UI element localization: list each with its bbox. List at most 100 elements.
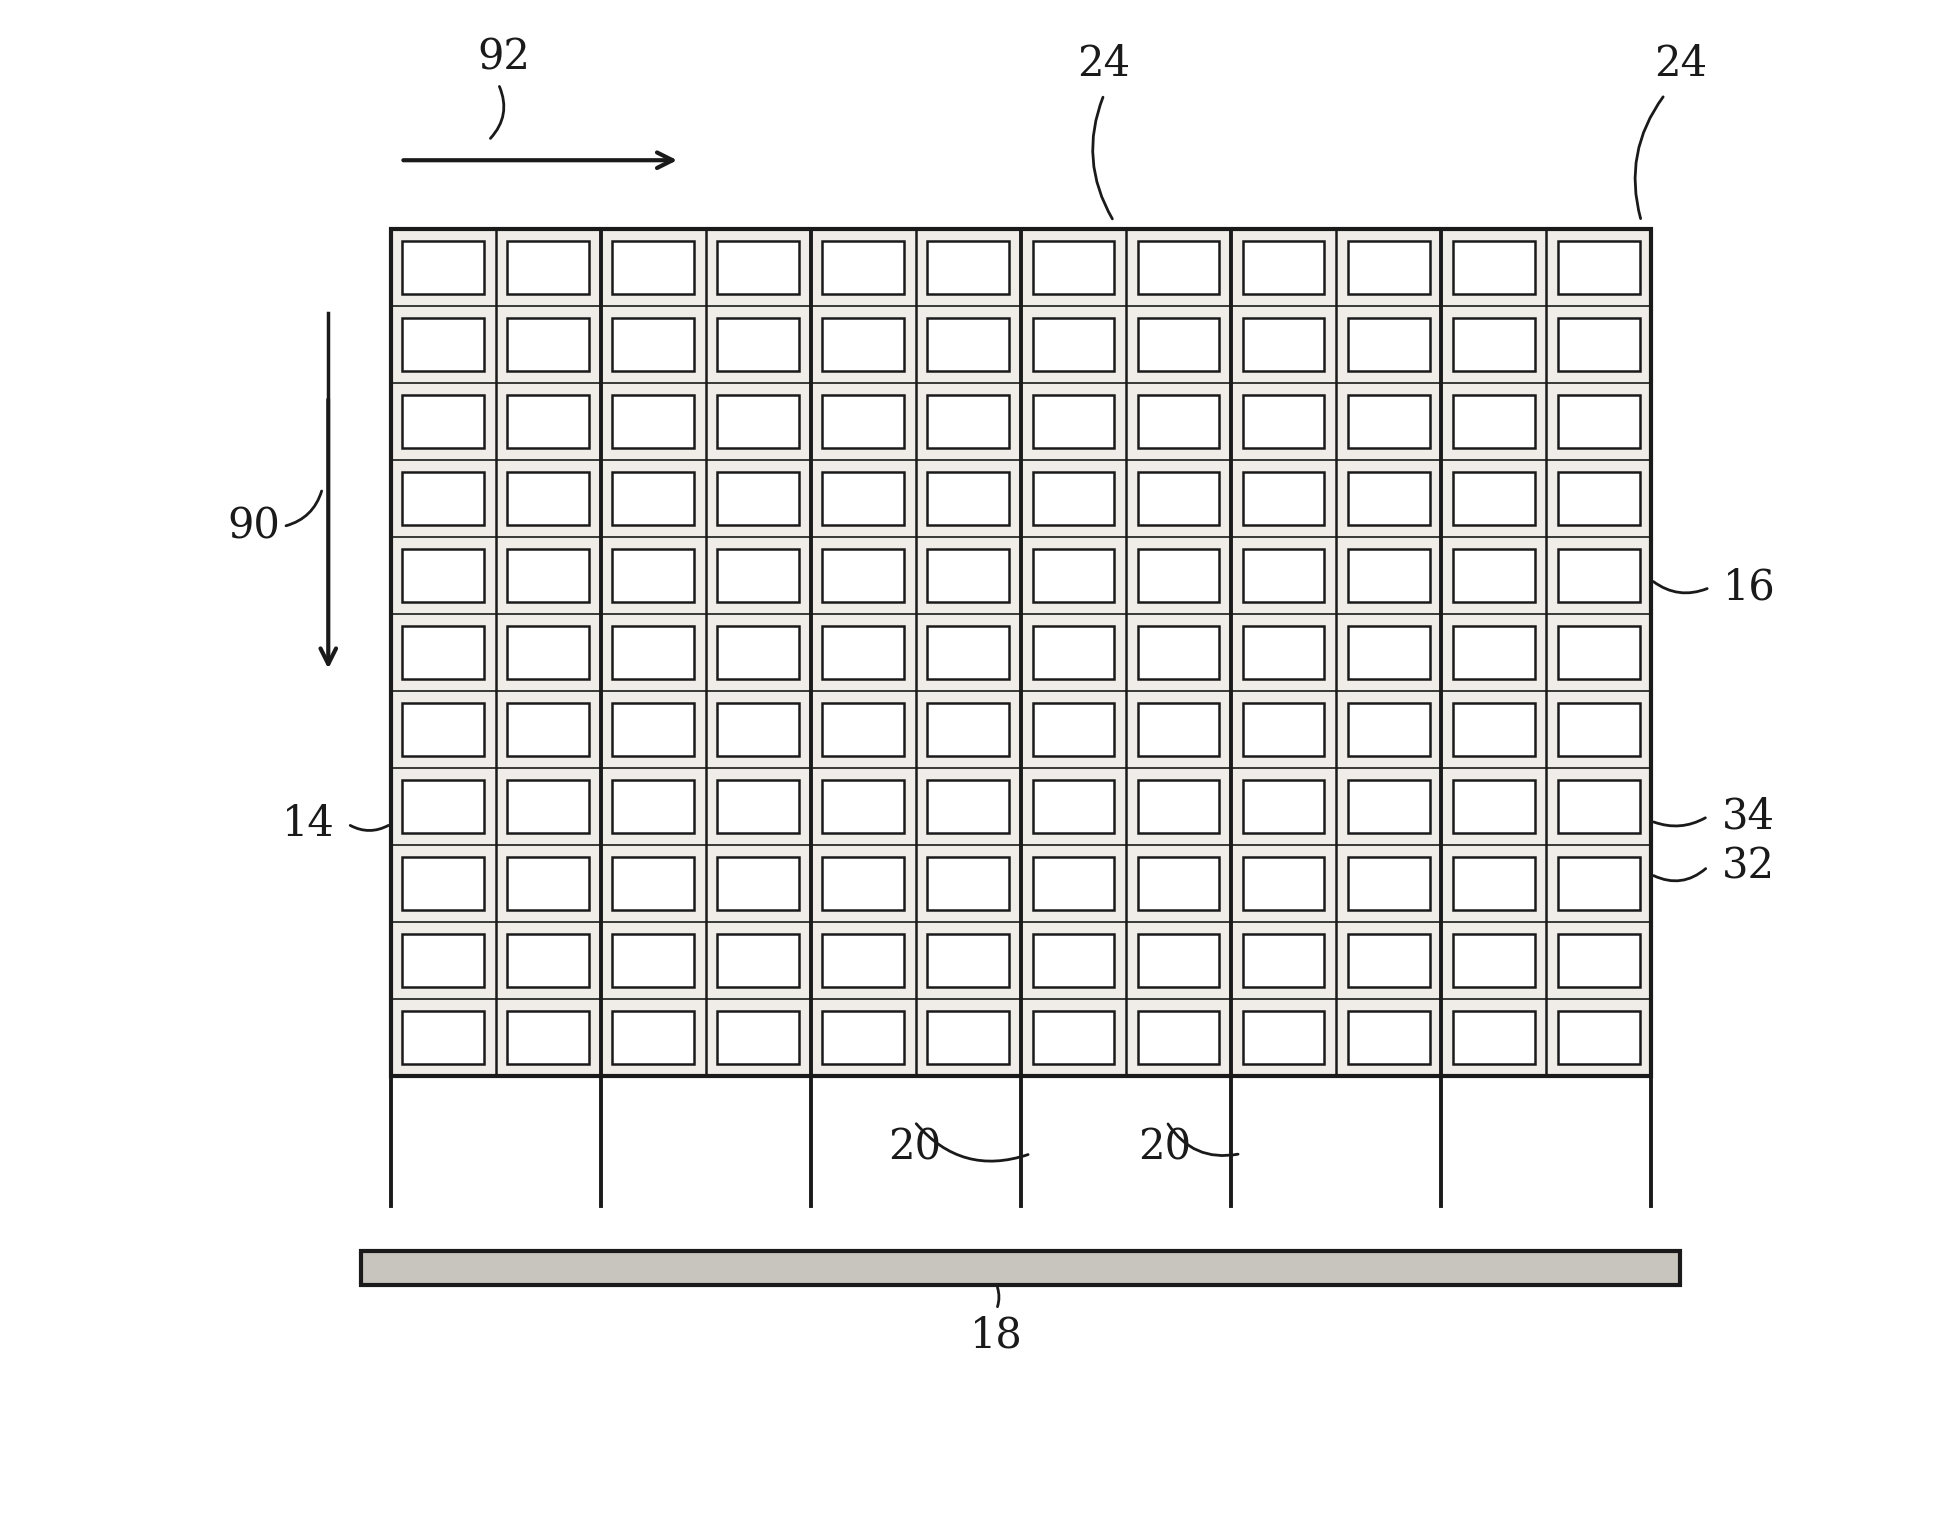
Bar xyxy=(403,1012,485,1064)
Bar xyxy=(1348,858,1430,909)
Bar xyxy=(403,858,485,909)
Bar xyxy=(1032,703,1114,755)
Bar xyxy=(612,703,694,755)
Bar xyxy=(1557,549,1639,601)
Bar xyxy=(403,626,485,679)
Bar xyxy=(1243,858,1325,909)
Bar xyxy=(1452,858,1534,909)
Bar xyxy=(1137,703,1219,755)
Bar xyxy=(612,626,694,679)
Bar xyxy=(928,703,1010,755)
Bar xyxy=(508,241,590,293)
Bar xyxy=(717,780,799,833)
Text: 92: 92 xyxy=(477,37,531,79)
Text: 16: 16 xyxy=(1723,566,1774,609)
Bar xyxy=(717,626,799,679)
Bar xyxy=(1557,241,1639,293)
Bar xyxy=(823,241,905,293)
Bar xyxy=(508,858,590,909)
Bar xyxy=(1348,472,1430,525)
Bar xyxy=(612,319,694,371)
Bar xyxy=(508,472,590,525)
Bar xyxy=(928,934,1010,986)
Bar xyxy=(928,626,1010,679)
Bar xyxy=(823,626,905,679)
Bar xyxy=(403,241,485,293)
Bar xyxy=(612,934,694,986)
Bar xyxy=(508,626,590,679)
Bar xyxy=(823,780,905,833)
Bar xyxy=(1243,626,1325,679)
Bar xyxy=(1348,934,1430,986)
Bar xyxy=(823,1012,905,1064)
Bar xyxy=(508,1012,590,1064)
Text: 14: 14 xyxy=(281,803,336,845)
Bar xyxy=(1243,703,1325,755)
Bar xyxy=(1452,626,1534,679)
Bar xyxy=(1243,1012,1325,1064)
Bar xyxy=(508,395,590,447)
Bar xyxy=(612,395,694,447)
Bar xyxy=(1032,858,1114,909)
Bar xyxy=(1348,703,1430,755)
Bar xyxy=(612,549,694,601)
Bar xyxy=(1032,780,1114,833)
Bar xyxy=(823,934,905,986)
Bar xyxy=(612,780,694,833)
Bar xyxy=(1137,472,1219,525)
Bar xyxy=(1243,780,1325,833)
Bar xyxy=(1137,241,1219,293)
Bar xyxy=(508,549,590,601)
Bar xyxy=(928,319,1010,371)
Bar xyxy=(1557,858,1639,909)
Bar xyxy=(403,319,485,371)
Bar xyxy=(1348,780,1430,833)
Bar xyxy=(1452,780,1534,833)
Bar xyxy=(1032,626,1114,679)
Bar xyxy=(928,780,1010,833)
Bar xyxy=(717,858,799,909)
Bar xyxy=(717,241,799,293)
Bar xyxy=(1348,395,1430,447)
Bar xyxy=(1452,395,1534,447)
Bar xyxy=(928,1012,1010,1064)
Bar xyxy=(1137,1012,1219,1064)
Bar xyxy=(1243,549,1325,601)
Bar xyxy=(1452,1012,1534,1064)
Bar xyxy=(1452,934,1534,986)
Bar xyxy=(508,934,590,986)
Bar xyxy=(1137,549,1219,601)
Text: 32: 32 xyxy=(1721,845,1776,888)
Bar xyxy=(1137,858,1219,909)
Bar xyxy=(612,472,694,525)
Bar xyxy=(717,395,799,447)
Bar xyxy=(823,858,905,909)
Bar xyxy=(1452,549,1534,601)
Bar xyxy=(928,395,1010,447)
Bar xyxy=(1348,549,1430,601)
Bar xyxy=(403,549,485,601)
Bar xyxy=(823,549,905,601)
Bar xyxy=(928,241,1010,293)
Bar xyxy=(823,703,905,755)
Bar xyxy=(1243,319,1325,371)
Bar xyxy=(823,395,905,447)
Bar xyxy=(1137,395,1219,447)
Bar xyxy=(1032,1012,1114,1064)
Bar xyxy=(1243,934,1325,986)
Bar xyxy=(1557,1012,1639,1064)
Text: 20: 20 xyxy=(1137,1126,1192,1169)
Bar xyxy=(823,319,905,371)
Bar xyxy=(403,703,485,755)
Text: 34: 34 xyxy=(1721,795,1776,838)
Bar xyxy=(1032,319,1114,371)
Text: 18: 18 xyxy=(971,1314,1022,1357)
Bar xyxy=(1032,549,1114,601)
Bar xyxy=(717,703,799,755)
Bar xyxy=(612,1012,694,1064)
Bar xyxy=(612,241,694,293)
Text: 20: 20 xyxy=(887,1126,942,1169)
Bar xyxy=(928,549,1010,601)
Bar xyxy=(928,472,1010,525)
Bar xyxy=(1557,626,1639,679)
